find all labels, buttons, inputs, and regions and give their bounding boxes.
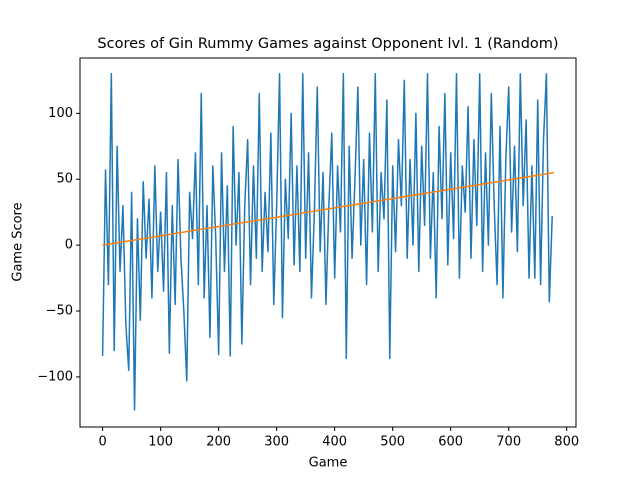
data-line [101, 73, 553, 411]
x-tick-label: 500 [380, 435, 405, 450]
y-tick-label: −100 [37, 369, 73, 384]
y-tick-label: 50 [56, 172, 73, 187]
chart-title: Scores of Gin Rummy Games against Oppone… [97, 36, 558, 52]
x-tick-label: 400 [322, 435, 347, 450]
data-line [102, 171, 555, 246]
y-tick-label: 100 [48, 106, 73, 121]
x-tick-label: 300 [264, 435, 289, 450]
x-tick-label: 100 [148, 435, 173, 450]
x-tick-label: 200 [206, 435, 231, 450]
x-tick-label: 700 [496, 435, 521, 450]
x-axis-label: Game [309, 456, 348, 471]
y-tick-label: −50 [46, 304, 73, 319]
y-axis-label: Game Score [11, 202, 26, 281]
axes-frame [79, 57, 577, 428]
plot-area [101, 73, 555, 411]
x-tick-label: 0 [98, 435, 106, 450]
x-tick-label: 800 [554, 435, 579, 450]
y-tick-label: 0 [65, 238, 73, 253]
x-tick-label: 600 [438, 435, 463, 450]
